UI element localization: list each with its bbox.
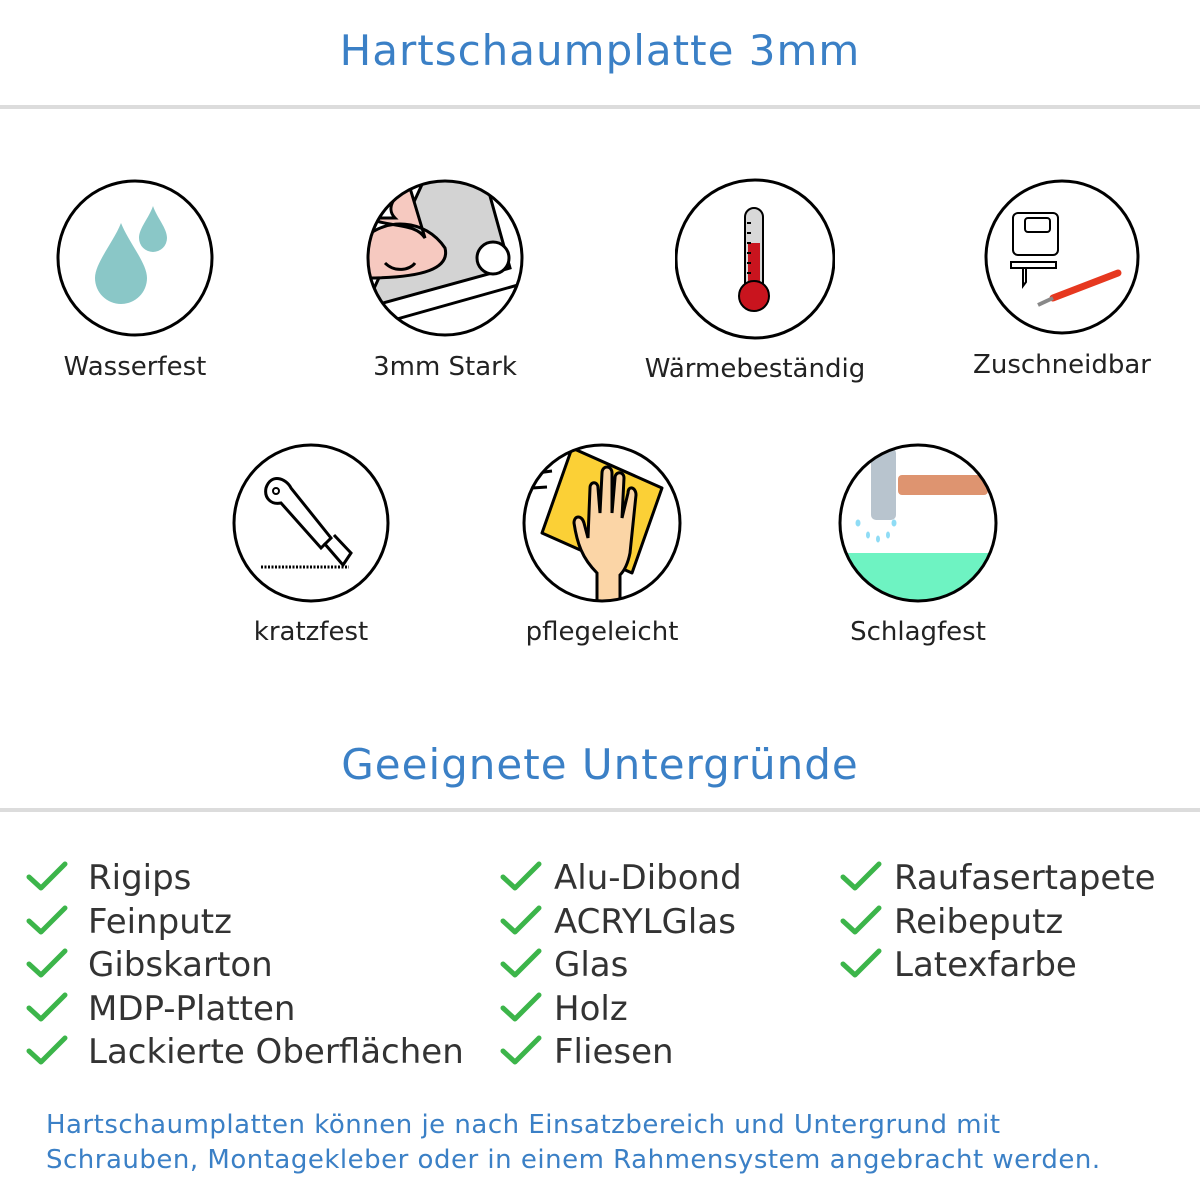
check-icon xyxy=(840,948,882,978)
thermometer-icon xyxy=(675,178,835,340)
surface-label: Latexfarbe xyxy=(894,945,1077,985)
feature-wasserfest: Wasserfest xyxy=(0,178,285,382)
check-icon xyxy=(840,905,882,934)
jigsaw-cutter-icon xyxy=(984,179,1140,335)
water-drops-icon xyxy=(56,179,214,337)
check-icon xyxy=(26,861,68,891)
page-title: Hartschaumplatte 3mm xyxy=(339,26,861,75)
surface-label: Glas xyxy=(554,945,629,985)
strong-arm-icon xyxy=(366,179,524,337)
cutter-knife-icon xyxy=(232,443,390,603)
feature-schlagfest: Schlagfest xyxy=(768,443,1068,647)
feature-3mm-stark: 3mm Stark xyxy=(295,178,595,382)
surface-label: Rigips xyxy=(88,858,192,898)
check-icon xyxy=(26,948,68,978)
surface-label: Feinputz xyxy=(88,901,232,942)
check-icon xyxy=(500,948,542,978)
check-icon xyxy=(26,1035,68,1065)
surface-label: Alu-Dibond xyxy=(554,858,742,898)
feature-label: Wärmebeständig xyxy=(644,354,866,384)
feature-label: pflegeleicht xyxy=(525,617,679,647)
divider xyxy=(0,808,1200,812)
check-icon xyxy=(500,1035,542,1065)
cleaning-hand-icon xyxy=(522,443,682,603)
section-title: Geeignete Untergründe xyxy=(341,740,859,789)
check-icon xyxy=(26,992,68,1021)
divider xyxy=(0,105,1200,109)
surface-label: Fliesen xyxy=(554,1032,674,1072)
surface-label: Holz xyxy=(554,988,628,1029)
surface-label: ACRYLGlas xyxy=(554,901,736,942)
check-icon xyxy=(500,992,542,1021)
footer-note: Hartschaumplatten können je nach Einsatz… xyxy=(46,1108,1186,1178)
check-icon xyxy=(500,861,542,891)
check-icon xyxy=(500,905,542,934)
feature-pflegeleicht: pflegeleicht xyxy=(452,443,752,647)
feature-label: 3mm Stark xyxy=(373,352,517,382)
feature-kratzfest: kratzfest xyxy=(161,443,461,647)
surface-label: Raufasertapete xyxy=(894,858,1156,898)
feature-label: Zuschneidbar xyxy=(973,350,1151,380)
feature-label: kratzfest xyxy=(253,617,369,647)
surface-label: Reibeputz xyxy=(894,901,1064,942)
surface-label: MDP-Platten xyxy=(88,988,296,1029)
feature-zuschneidbar: Zuschneidbar xyxy=(912,178,1200,380)
feature-label: Schlagfest xyxy=(850,617,986,647)
footer-line: Hartschaumplatten können je nach Einsatz… xyxy=(46,1110,1001,1140)
surface-label: Gibskarton xyxy=(88,945,273,985)
hammer-icon xyxy=(838,443,998,603)
feature-waermebestaendig: Wärmebeständig xyxy=(605,178,905,384)
check-icon xyxy=(26,905,68,934)
footer-line: Schrauben, Montagekleber oder in einem R… xyxy=(46,1145,1101,1175)
feature-label: Wasserfest xyxy=(63,352,207,382)
surface-label: Lackierte Oberflächen xyxy=(88,1032,464,1072)
check-icon xyxy=(840,861,882,891)
